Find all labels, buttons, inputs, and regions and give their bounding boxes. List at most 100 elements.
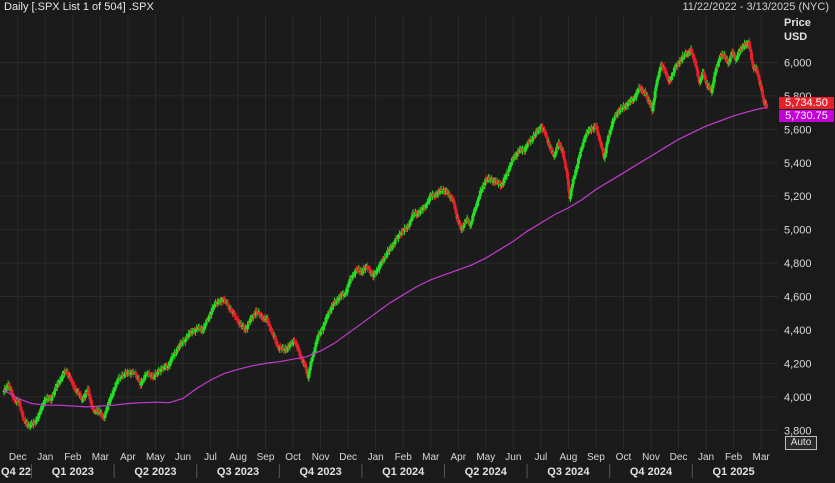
candle-up <box>142 379 146 381</box>
candle-up <box>351 274 355 279</box>
price-axis[interactable]: 3,800 4,000 4,200 4,400 4,600 4,800 5,000 5,200… <box>778 15 835 478</box>
month-tick-label: Jul <box>204 452 217 463</box>
candle-down <box>80 395 84 401</box>
auto-scale-button[interactable]: Auto <box>785 436 817 450</box>
candle-up <box>168 362 172 367</box>
candle-up <box>375 270 379 275</box>
candle-down <box>242 325 246 330</box>
candle-up <box>688 51 692 54</box>
candle-up <box>396 235 400 239</box>
price-tick-label: 5,200 <box>784 191 812 203</box>
candle-up <box>115 382 119 384</box>
candle-down <box>591 128 595 131</box>
candle-up <box>474 207 478 209</box>
candle-up <box>248 318 252 323</box>
candle-up <box>197 326 201 330</box>
candle-up <box>589 128 593 131</box>
candle-up <box>278 346 282 350</box>
candle-up <box>264 318 268 321</box>
candle-down <box>644 94 648 96</box>
candle-up <box>727 61 731 65</box>
candle-down <box>732 51 736 56</box>
candle-up <box>362 267 366 272</box>
candle-down <box>748 47 752 50</box>
candle-up <box>712 76 716 83</box>
candle-down <box>367 268 371 270</box>
candle-down <box>320 330 324 332</box>
candle-up <box>484 178 488 184</box>
candle-up <box>307 371 311 379</box>
candle-down <box>646 95 650 100</box>
candle-up <box>327 310 331 316</box>
candle-down <box>255 310 259 313</box>
candle-down <box>557 141 561 147</box>
candle-down <box>243 329 247 331</box>
candle-up <box>471 213 475 216</box>
candle-down <box>298 351 302 357</box>
candle-up <box>190 330 194 334</box>
candle-up <box>418 210 422 214</box>
candle-down <box>82 397 86 400</box>
candle-up <box>478 190 482 197</box>
candle-up <box>352 274 356 277</box>
quarter-tick-label: Q3 2024 <box>547 466 590 478</box>
month-tick-label: Sep <box>587 452 605 463</box>
candle-down <box>229 308 233 312</box>
moving-average-line <box>3 106 767 408</box>
candle-up <box>744 44 748 47</box>
price-chart[interactable] <box>0 15 778 449</box>
candle-up <box>516 151 520 154</box>
candle-up <box>657 71 661 77</box>
candle-up <box>55 383 59 388</box>
candle-up <box>555 147 559 152</box>
candle-down <box>704 80 708 84</box>
price-tick-label: 3,800 <box>784 425 812 437</box>
candle-down <box>224 300 228 303</box>
candle-up <box>483 183 487 186</box>
candle-up <box>515 153 519 157</box>
candle-up <box>652 100 656 106</box>
candle-up <box>372 273 376 278</box>
candle-up <box>713 72 717 77</box>
candle-down <box>88 393 92 400</box>
candle-up <box>554 151 558 155</box>
month-tick-label: Mar <box>92 452 110 463</box>
candle-down <box>455 213 459 219</box>
candle-down <box>236 318 240 324</box>
candle-down <box>690 48 694 53</box>
time-axis[interactable]: Dec Jan Feb Mar Apr May Jun Jul Aug Sep Oct Nov Dec J… <box>0 449 778 478</box>
quarter-tick-label: Q4 2023 <box>300 466 342 478</box>
candle-down <box>684 52 688 55</box>
price-tick-label: 4,200 <box>784 358 812 370</box>
month-tick-label: Sep <box>257 452 275 463</box>
candle-up <box>178 342 182 347</box>
candle-up <box>173 351 177 356</box>
candle-up <box>655 79 659 85</box>
candle-down <box>750 58 754 62</box>
candle-down <box>20 410 24 413</box>
candle-down <box>555 147 559 149</box>
plot-area[interactable] <box>0 15 778 449</box>
candle-down <box>598 140 602 142</box>
candle-up <box>592 125 596 130</box>
month-tick-label: May <box>146 452 165 463</box>
candle-up <box>556 145 560 148</box>
candle-up <box>83 393 87 399</box>
candle-up <box>438 191 442 193</box>
candle-up <box>393 240 397 245</box>
candle-up <box>659 66 663 70</box>
candle-up <box>471 215 475 221</box>
candle-up <box>699 77 703 80</box>
candle-up <box>426 201 430 203</box>
candle-up <box>348 278 352 284</box>
candle-up <box>473 208 477 213</box>
candle-up <box>523 147 527 152</box>
candle-up <box>326 315 330 317</box>
candle-up <box>505 172 509 177</box>
candle-down <box>563 159 567 163</box>
moving-average-tag: 5,730.75 <box>779 110 834 122</box>
candle-down <box>752 65 756 69</box>
candle-down <box>550 149 554 153</box>
candle-down <box>92 409 96 412</box>
candle-up <box>153 373 157 377</box>
